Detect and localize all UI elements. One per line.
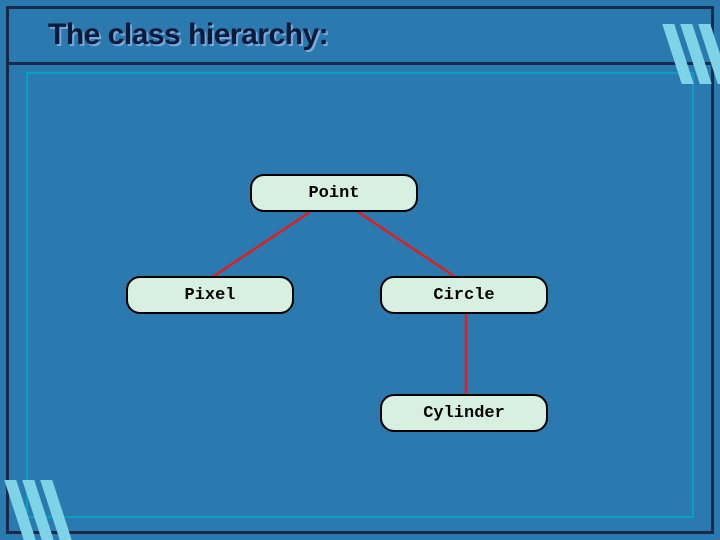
frame-outer-top [6, 6, 714, 9]
frame-inner-left [26, 72, 28, 518]
frame-inner-right [692, 72, 694, 518]
node-label: Pixel [184, 286, 235, 305]
node-label: Cylinder [423, 404, 505, 423]
frame-inner-bottom [26, 516, 694, 518]
decor-stripes-top-right [672, 24, 720, 84]
slide-background [0, 0, 720, 540]
node-circle: Circle [380, 276, 548, 314]
node-cylinder: Cylinder [380, 394, 548, 432]
node-point: Point [250, 174, 418, 212]
slide-title: The class hierarchy: [48, 18, 328, 52]
node-label: Circle [433, 286, 494, 305]
node-label: Point [308, 184, 359, 203]
decor-stripes-bottom-left [14, 480, 62, 540]
frame-outer-right [711, 6, 714, 534]
node-pixel: Pixel [126, 276, 294, 314]
frame-outer-bottom [6, 531, 714, 534]
frame-title-underline [6, 62, 714, 65]
frame-inner-top [26, 72, 694, 74]
frame-outer-left [6, 6, 9, 534]
